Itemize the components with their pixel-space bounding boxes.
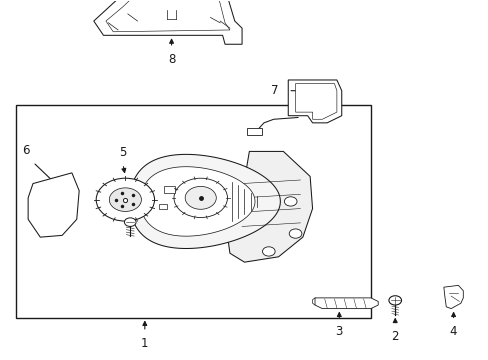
Polygon shape xyxy=(129,154,280,248)
Circle shape xyxy=(109,188,141,211)
Text: 1: 1 xyxy=(141,337,148,350)
Polygon shape xyxy=(287,80,341,123)
Circle shape xyxy=(284,197,296,206)
Polygon shape xyxy=(106,0,229,32)
Text: 6: 6 xyxy=(22,144,29,157)
Text: 4: 4 xyxy=(449,325,456,338)
Polygon shape xyxy=(443,285,462,309)
Bar xyxy=(159,204,166,208)
Text: 7: 7 xyxy=(270,84,278,97)
Bar xyxy=(164,186,175,193)
Polygon shape xyxy=(227,152,312,262)
Text: 8: 8 xyxy=(167,53,175,66)
Circle shape xyxy=(185,186,216,209)
Polygon shape xyxy=(295,84,336,119)
Polygon shape xyxy=(314,298,377,309)
Circle shape xyxy=(262,247,275,256)
Text: 2: 2 xyxy=(391,330,398,343)
Polygon shape xyxy=(94,0,242,44)
Polygon shape xyxy=(28,173,79,237)
Polygon shape xyxy=(140,167,254,236)
Bar xyxy=(246,128,261,135)
Circle shape xyxy=(388,296,401,305)
Circle shape xyxy=(124,218,136,226)
Bar xyxy=(16,105,370,318)
Circle shape xyxy=(174,178,227,217)
Circle shape xyxy=(288,229,301,238)
Text: 3: 3 xyxy=(335,325,342,338)
Text: 5: 5 xyxy=(119,145,126,158)
Circle shape xyxy=(96,178,154,221)
